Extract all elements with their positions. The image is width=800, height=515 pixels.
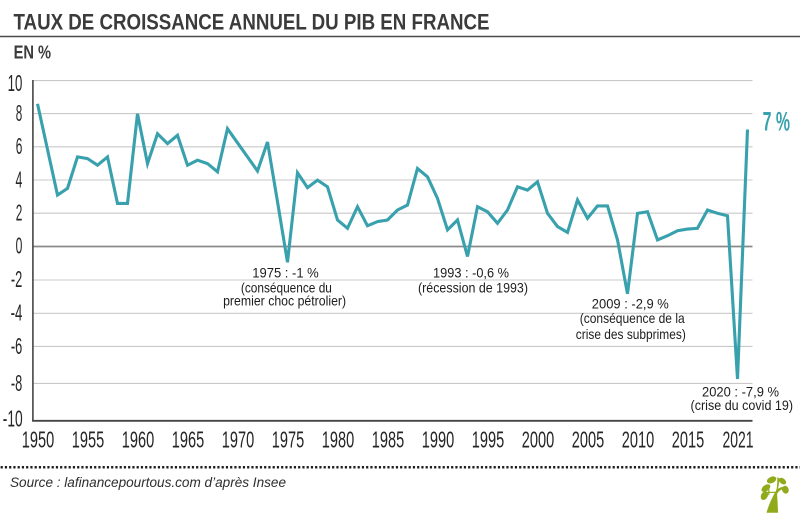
svg-text:2009 : -2,9 %: 2009 : -2,9 % (592, 297, 669, 312)
svg-text:-10: -10 (3, 405, 23, 431)
svg-text:1955: 1955 (72, 427, 104, 453)
svg-text:4: 4 (16, 166, 23, 192)
svg-text:0: 0 (16, 233, 23, 259)
svg-text:1970: 1970 (222, 427, 254, 453)
svg-text:EN %: EN % (14, 42, 52, 63)
svg-text:-2: -2 (11, 266, 22, 292)
svg-text:2000: 2000 (522, 427, 554, 453)
svg-text:2005: 2005 (572, 427, 604, 453)
svg-text:8: 8 (16, 100, 23, 126)
svg-text:1975: 1975 (272, 427, 304, 453)
svg-text:1975 : -1 %: 1975 : -1 % (252, 266, 319, 281)
svg-text:2015: 2015 (672, 427, 704, 453)
svg-text:6: 6 (16, 133, 23, 159)
svg-text:1950: 1950 (22, 427, 54, 453)
svg-text:10: 10 (8, 70, 23, 96)
svg-text:-8: -8 (11, 370, 22, 396)
svg-text:2020 : -7,9 %: 2020 : -7,9 % (702, 385, 779, 400)
svg-text:1965: 1965 (172, 427, 204, 453)
svg-text:2021: 2021 (723, 427, 754, 453)
svg-text:1990: 1990 (422, 427, 454, 453)
svg-text:(conséquence de la: (conséquence de la (580, 311, 685, 326)
svg-text:crise des subprimes): crise des subprimes) (576, 327, 686, 342)
svg-text:(crise du covid 19): (crise du covid 19) (691, 398, 794, 413)
svg-text:Source : lafinancepourtous.com: Source : lafinancepourtous.com d’après I… (10, 475, 286, 490)
svg-text:2010: 2010 (622, 427, 654, 453)
svg-text:(conséquence du: (conséquence du (241, 281, 332, 296)
svg-text:-4: -4 (11, 300, 23, 326)
svg-text:TAUX DE CROISSANCE ANNUEL DU P: TAUX DE CROISSANCE ANNUEL DU PIB EN FRAN… (14, 10, 490, 35)
svg-text:(récession de 1993): (récession de 1993) (418, 281, 528, 296)
svg-text:1960: 1960 (122, 427, 154, 453)
svg-text:-6: -6 (11, 333, 22, 359)
svg-text:1993 : -0,6 %: 1993 : -0,6 % (433, 266, 509, 281)
svg-text:2: 2 (16, 200, 23, 226)
svg-text:1995: 1995 (472, 427, 504, 453)
svg-text:1980: 1980 (322, 427, 354, 453)
svg-text:7 %: 7 % (763, 107, 790, 137)
svg-text:premier choc pétrolier): premier choc pétrolier) (223, 294, 346, 309)
svg-text:1985: 1985 (372, 427, 404, 453)
